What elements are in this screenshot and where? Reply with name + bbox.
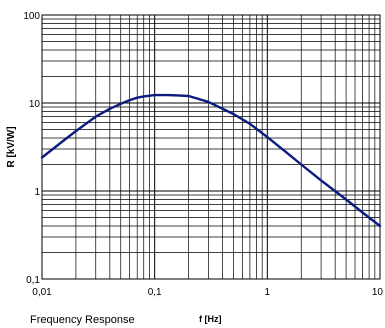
x-tick-label: 1	[265, 287, 271, 298]
y-tick-labels: 0,1 1 10 100	[23, 11, 40, 286]
x-tick-label: 10	[372, 287, 384, 298]
y-tick-label: 100	[23, 11, 40, 22]
y-tick-label: 0,1	[26, 275, 40, 286]
x-tick-label: 0,01	[32, 287, 52, 298]
x-axis-label: f [Hz]	[199, 314, 222, 324]
y-axis-label: R [kV/W]	[6, 126, 17, 167]
y-tick-label: 10	[29, 99, 41, 110]
response-curve	[40, 93, 382, 228]
plot-frame	[41, 14, 381, 280]
chart-caption: Frequency Response	[30, 314, 135, 326]
x-tick-label: 0,1	[148, 287, 162, 298]
y-tick-label: 1	[34, 187, 40, 198]
minor-gridlines	[42, 15, 380, 279]
x-tick-labels: 0,01 0,1 1 10	[32, 287, 383, 298]
